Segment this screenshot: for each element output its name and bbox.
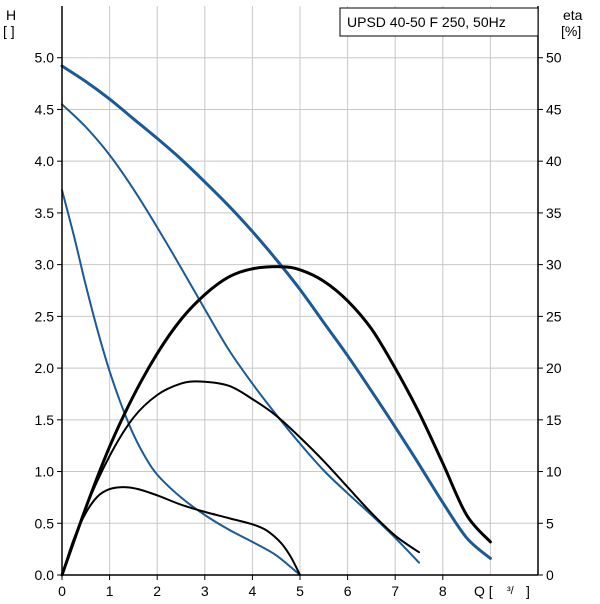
y-left-tick-label: 0.5 bbox=[35, 515, 55, 531]
y-right-tick-label: 45 bbox=[546, 101, 562, 117]
efficiency-curve-5 bbox=[61, 486, 301, 576]
y-right-label-unit: [%] bbox=[561, 23, 581, 39]
y-right-tick-label: 0 bbox=[546, 567, 554, 583]
chart-title-box: UPSD 40-50 F 250, 50Hz bbox=[339, 7, 539, 37]
x-tick-label: 6 bbox=[344, 583, 352, 599]
grid-lines bbox=[62, 6, 538, 575]
x-tick-label: 0 bbox=[58, 583, 66, 599]
y-left-tick-label: 2.0 bbox=[35, 360, 55, 376]
x-tick-label: 4 bbox=[249, 583, 257, 599]
y-right-tick-label: 15 bbox=[546, 412, 562, 428]
y-right-tick-label: 30 bbox=[546, 257, 562, 273]
x-label-close: ] bbox=[526, 583, 530, 599]
axis-ticks: 0.00.51.01.52.02.53.03.54.04.55.00510152… bbox=[35, 50, 562, 599]
efficiency-curve-3 bbox=[60, 265, 492, 577]
y-right-tick-label: 50 bbox=[546, 50, 562, 66]
y-left-label-name: H bbox=[6, 7, 16, 23]
y-left-tick-label: 5.0 bbox=[35, 50, 55, 66]
x-tick-label: 1 bbox=[106, 583, 114, 599]
x-tick-label: 5 bbox=[296, 583, 304, 599]
y-right-tick-label: 25 bbox=[546, 308, 562, 324]
x-tick-label: 2 bbox=[153, 583, 161, 599]
y-left-tick-label: 2.5 bbox=[35, 308, 55, 324]
chart-title: UPSD 40-50 F 250, 50Hz bbox=[347, 14, 506, 30]
y-left-tick-label: 1.0 bbox=[35, 464, 55, 480]
x-label-unit: ³/ bbox=[507, 585, 515, 597]
y-right-label-name: eta bbox=[563, 7, 583, 23]
y-right-tick-label: 20 bbox=[546, 360, 562, 376]
y-right-tick-label: 35 bbox=[546, 205, 562, 221]
curves bbox=[60, 64, 492, 577]
y-left-tick-label: 3.5 bbox=[35, 205, 55, 221]
efficiency-curve-4 bbox=[61, 380, 420, 576]
y-right-tick-label: 40 bbox=[546, 153, 562, 169]
y-left-tick-label: 3.0 bbox=[35, 257, 55, 273]
head-curve-1 bbox=[61, 103, 420, 564]
y-left-tick-label: 1.5 bbox=[35, 412, 55, 428]
y-left-tick-label: 4.5 bbox=[35, 101, 55, 117]
head-curve-2 bbox=[61, 189, 301, 576]
y-left-tick-label: 4.0 bbox=[35, 153, 55, 169]
head-curve-0 bbox=[60, 64, 492, 560]
x-tick-label: 8 bbox=[439, 583, 447, 599]
y-left-label-unit: [ ] bbox=[3, 23, 15, 39]
y-left-tick-label: 0.0 bbox=[35, 567, 55, 583]
y-right-tick-label: 5 bbox=[546, 515, 554, 531]
y-right-tick-label: 10 bbox=[546, 464, 562, 480]
x-label-name: Q [ bbox=[474, 583, 493, 599]
x-tick-label: 3 bbox=[201, 583, 209, 599]
x-tick-label: 7 bbox=[391, 583, 399, 599]
